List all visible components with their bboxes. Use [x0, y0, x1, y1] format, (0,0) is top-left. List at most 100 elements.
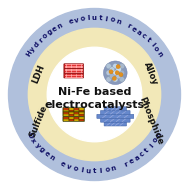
Text: o: o	[105, 167, 110, 173]
FancyBboxPatch shape	[79, 119, 84, 121]
Text: Alloy: Alloy	[142, 61, 160, 87]
FancyBboxPatch shape	[74, 117, 79, 119]
FancyBboxPatch shape	[64, 64, 84, 69]
FancyBboxPatch shape	[65, 64, 83, 65]
Text: c: c	[139, 151, 146, 158]
FancyBboxPatch shape	[65, 71, 83, 72]
Circle shape	[119, 64, 125, 69]
Text: v: v	[74, 17, 80, 23]
Text: o: o	[152, 137, 160, 144]
Text: d: d	[33, 40, 41, 48]
FancyBboxPatch shape	[63, 112, 68, 114]
Text: H: H	[26, 50, 34, 58]
FancyBboxPatch shape	[79, 110, 84, 112]
Circle shape	[106, 70, 111, 75]
FancyBboxPatch shape	[79, 112, 84, 114]
FancyBboxPatch shape	[74, 110, 79, 112]
Text: n: n	[48, 154, 56, 162]
FancyBboxPatch shape	[74, 112, 79, 114]
Circle shape	[112, 76, 116, 81]
FancyBboxPatch shape	[65, 69, 83, 70]
Text: o: o	[152, 45, 160, 53]
FancyBboxPatch shape	[101, 118, 130, 122]
FancyBboxPatch shape	[65, 65, 83, 66]
Text: LDH: LDH	[30, 63, 46, 84]
FancyBboxPatch shape	[79, 117, 84, 119]
Text: r: r	[126, 23, 132, 30]
Text: t: t	[98, 15, 102, 21]
FancyBboxPatch shape	[68, 114, 74, 116]
FancyBboxPatch shape	[65, 74, 83, 75]
Text: r: r	[123, 161, 129, 168]
Text: i: i	[99, 168, 102, 174]
Text: n: n	[57, 22, 64, 30]
FancyBboxPatch shape	[65, 72, 83, 73]
Circle shape	[106, 77, 111, 82]
Circle shape	[106, 64, 111, 69]
Text: g: g	[38, 146, 46, 154]
FancyBboxPatch shape	[65, 70, 83, 71]
Circle shape	[113, 64, 118, 69]
FancyBboxPatch shape	[79, 108, 84, 110]
Text: n: n	[111, 165, 117, 172]
Text: l: l	[80, 167, 83, 173]
Circle shape	[47, 47, 142, 142]
Circle shape	[119, 73, 123, 77]
Text: n: n	[115, 18, 121, 25]
Text: v: v	[66, 163, 72, 170]
Text: o: o	[72, 165, 78, 172]
FancyBboxPatch shape	[97, 114, 134, 118]
FancyBboxPatch shape	[79, 114, 84, 116]
Circle shape	[115, 71, 119, 75]
FancyBboxPatch shape	[101, 111, 130, 115]
FancyBboxPatch shape	[63, 108, 68, 110]
Text: e: e	[43, 150, 50, 158]
FancyBboxPatch shape	[68, 119, 74, 121]
FancyBboxPatch shape	[68, 117, 74, 119]
Text: e: e	[68, 18, 74, 25]
FancyBboxPatch shape	[64, 73, 84, 78]
Text: o: o	[109, 17, 115, 23]
Text: c: c	[140, 32, 147, 40]
FancyBboxPatch shape	[63, 117, 68, 119]
Text: i: i	[105, 16, 108, 22]
FancyBboxPatch shape	[74, 108, 79, 110]
Text: y: y	[29, 45, 37, 53]
Text: n: n	[156, 131, 163, 139]
Text: Phosphide: Phosphide	[137, 96, 164, 146]
FancyBboxPatch shape	[63, 110, 68, 112]
Circle shape	[109, 67, 115, 72]
Text: g: g	[46, 28, 54, 36]
Text: l: l	[87, 15, 90, 21]
Text: o: o	[80, 15, 85, 22]
Text: O: O	[26, 131, 34, 139]
Text: o: o	[41, 32, 49, 40]
Text: t: t	[144, 147, 150, 153]
Circle shape	[113, 77, 118, 82]
Text: Ni-Fe based
electrocatalysts: Ni-Fe based electrocatalysts	[44, 87, 145, 110]
Circle shape	[116, 65, 120, 69]
FancyBboxPatch shape	[65, 76, 83, 77]
FancyBboxPatch shape	[104, 107, 126, 111]
FancyBboxPatch shape	[104, 122, 126, 126]
Text: u: u	[85, 168, 91, 174]
Text: t: t	[93, 168, 96, 174]
Circle shape	[119, 70, 125, 75]
Text: t: t	[145, 37, 152, 43]
Circle shape	[28, 28, 161, 161]
Circle shape	[119, 77, 125, 82]
Circle shape	[116, 73, 121, 79]
Text: e: e	[128, 158, 135, 165]
Text: a: a	[136, 29, 143, 36]
FancyBboxPatch shape	[64, 69, 84, 73]
Circle shape	[113, 70, 118, 75]
Text: e: e	[51, 25, 58, 33]
FancyBboxPatch shape	[65, 66, 83, 67]
Circle shape	[109, 73, 115, 79]
Text: u: u	[92, 15, 97, 21]
Circle shape	[9, 9, 180, 180]
Text: e: e	[60, 161, 67, 168]
Text: x: x	[29, 137, 37, 144]
Text: e: e	[131, 25, 138, 33]
FancyBboxPatch shape	[68, 110, 74, 112]
